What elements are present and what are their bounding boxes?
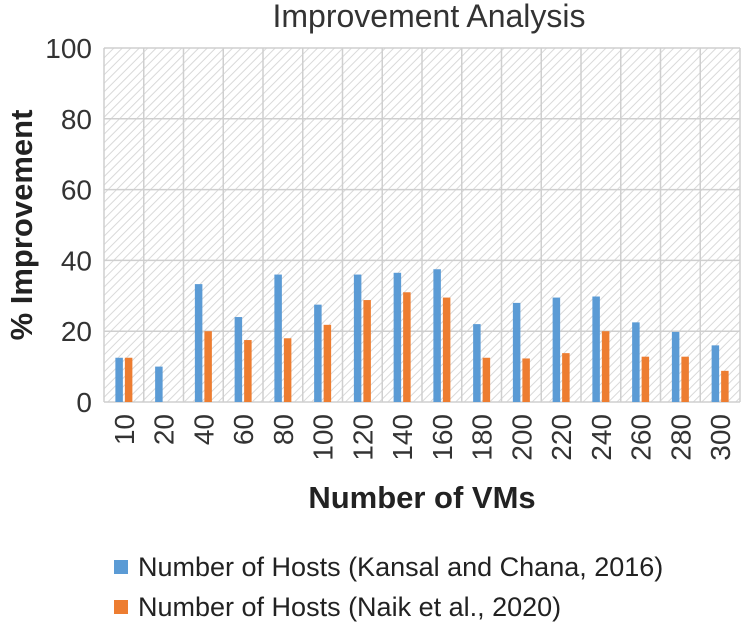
bar-series-1-200 bbox=[512, 302, 521, 402]
bar-series-1-10 bbox=[115, 357, 123, 402]
legend-label-1: Number of Hosts (Kansal and Chana, 2016) bbox=[138, 552, 664, 582]
x-axis-ticks: 10 20 40 60 80 100 120 140 160 180 200 220 240 260 280… bbox=[109, 414, 736, 461]
y-tick-label: 60 bbox=[61, 175, 92, 206]
x-tick-label: 40 bbox=[188, 414, 219, 445]
bar-series-2-240 bbox=[601, 331, 610, 402]
bar-series-1-120 bbox=[353, 274, 362, 402]
x-tick-label: 60 bbox=[228, 414, 259, 445]
bar-series-1-60 bbox=[234, 317, 243, 402]
bar-series-1-240 bbox=[592, 296, 600, 402]
x-tick-label: 140 bbox=[387, 414, 418, 461]
bar-series-2-260 bbox=[641, 356, 650, 402]
bar-series-2-120 bbox=[363, 300, 371, 402]
bar-series-1-140 bbox=[393, 272, 402, 402]
bar-series-2-220 bbox=[562, 353, 570, 402]
bar-series-1-260 bbox=[632, 322, 640, 402]
bar-series-1-180 bbox=[473, 324, 481, 402]
x-axis-title: Number of VMs bbox=[308, 480, 535, 515]
gridlines bbox=[103, 47, 741, 403]
x-tick-label: 120 bbox=[347, 414, 378, 461]
legend-item-1: Number of Hosts (Kansal and Chana, 2016) bbox=[114, 552, 663, 583]
bar-series-1-20 bbox=[155, 366, 163, 402]
bar-series-1-280 bbox=[671, 331, 680, 402]
bar-series-2-10 bbox=[124, 357, 133, 402]
y-tick-label: 80 bbox=[61, 104, 92, 135]
bar-series-1-160 bbox=[433, 269, 441, 402]
bar-series-1-80 bbox=[274, 274, 282, 402]
x-tick-label: 240 bbox=[586, 414, 617, 461]
x-tick-label: 80 bbox=[268, 414, 299, 445]
legend-swatch-1 bbox=[114, 560, 128, 574]
x-tick-label: 260 bbox=[626, 414, 657, 461]
bar-series-2-40 bbox=[204, 331, 212, 402]
x-tick-label: 200 bbox=[506, 414, 537, 461]
y-tick-label: 20 bbox=[61, 316, 92, 347]
x-tick-label: 20 bbox=[149, 414, 180, 445]
y-tick-label: 100 bbox=[45, 33, 92, 64]
bar-series-2-140 bbox=[403, 292, 411, 402]
y-tick-label: 0 bbox=[76, 387, 92, 418]
y-axis-title: % Improvement bbox=[4, 110, 39, 341]
x-tick-label: 300 bbox=[705, 414, 736, 461]
bar-series-1-220 bbox=[552, 297, 561, 402]
legend-swatch-2 bbox=[114, 600, 128, 614]
x-tick-label: 220 bbox=[546, 414, 577, 461]
x-tick-label: 180 bbox=[467, 414, 498, 461]
bar-series-2-300 bbox=[721, 370, 729, 402]
legend-label-2: Number of Hosts (Naik et al., 2020) bbox=[138, 592, 562, 622]
bar-series-1-40 bbox=[194, 284, 203, 402]
x-tick-label: 160 bbox=[427, 414, 458, 461]
bar-series-2-180 bbox=[482, 357, 491, 402]
x-tick-label: 280 bbox=[665, 414, 696, 461]
bar-series-1-300 bbox=[711, 345, 720, 402]
bar-series-1-100 bbox=[314, 304, 322, 402]
bar-series-2-60 bbox=[244, 340, 252, 402]
x-tick-label: 10 bbox=[109, 414, 140, 445]
bar-series-2-80 bbox=[283, 338, 292, 402]
legend-item-2: Number of Hosts (Naik et al., 2020) bbox=[114, 592, 561, 623]
y-tick-label: 40 bbox=[61, 245, 92, 276]
x-tick-label: 100 bbox=[308, 414, 339, 461]
chart-title: Improvement Analysis bbox=[272, 0, 585, 34]
bar-series-2-200 bbox=[522, 358, 530, 402]
bar-series-2-280 bbox=[681, 356, 689, 402]
bars bbox=[115, 269, 729, 402]
y-axis-ticks: 0 20 40 60 80 100 bbox=[45, 33, 92, 418]
bar-series-2-100 bbox=[323, 324, 332, 402]
bar-series-2-160 bbox=[442, 297, 451, 402]
